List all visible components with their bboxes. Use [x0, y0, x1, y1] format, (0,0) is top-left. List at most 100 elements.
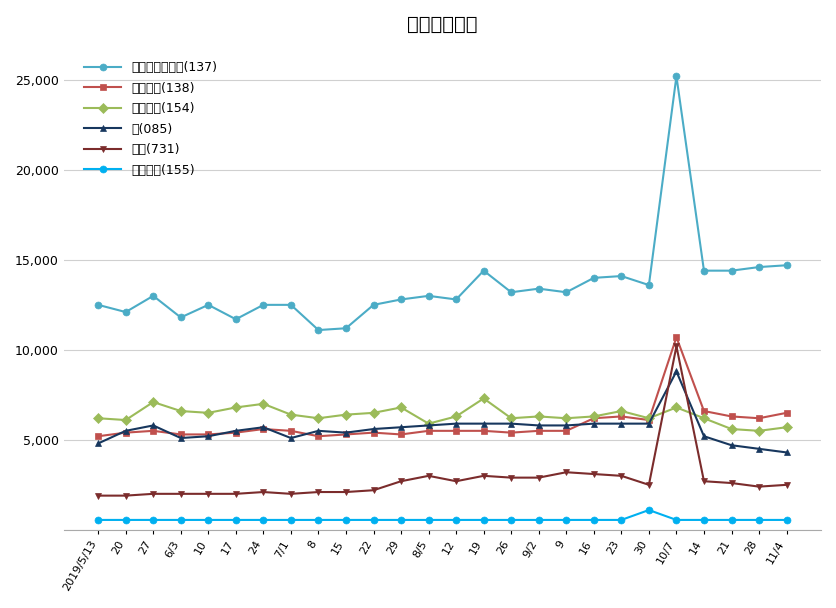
電池(731) [176, 490, 186, 497]
電池(731) [616, 472, 626, 480]
水(085) [782, 449, 792, 456]
畜肉缶詰(155) [396, 516, 406, 523]
即席カップめん(137) [699, 267, 709, 274]
水(085) [231, 427, 241, 435]
畜肉缶詰(155) [782, 516, 792, 523]
即席食品(138) [203, 431, 213, 438]
電池(731) [369, 486, 379, 494]
水(085) [314, 427, 324, 435]
Title: 販売動向比較: 販売動向比較 [407, 15, 477, 34]
水産缶詰(154) [671, 404, 681, 411]
水(085) [616, 420, 626, 427]
電池(731) [561, 469, 571, 476]
即席食品(138) [341, 431, 351, 438]
畜肉缶詰(155) [369, 516, 379, 523]
畜肉缶詰(155) [341, 516, 351, 523]
即席食品(138) [644, 416, 654, 424]
水産缶詰(154) [258, 400, 268, 407]
畜肉缶詰(155) [148, 516, 158, 523]
水(085) [286, 434, 296, 441]
電池(731) [506, 474, 516, 482]
畜肉缶詰(155) [479, 516, 489, 523]
電池(731) [589, 471, 599, 478]
水(085) [341, 429, 351, 437]
即席カップめん(137) [616, 272, 626, 280]
即席食品(138) [451, 427, 461, 435]
水(085) [203, 432, 213, 440]
畜肉缶詰(155) [533, 516, 543, 523]
電池(731) [231, 490, 241, 497]
即席食品(138) [258, 426, 268, 433]
即席カップめん(137) [396, 296, 406, 303]
即席食品(138) [148, 427, 158, 435]
水(085) [148, 422, 158, 429]
水産缶詰(154) [726, 426, 737, 433]
即席食品(138) [286, 427, 296, 435]
水(085) [369, 426, 379, 433]
水産缶詰(154) [616, 407, 626, 415]
即席食品(138) [726, 413, 737, 420]
畜肉缶詰(155) [506, 516, 516, 523]
即席カップめん(137) [589, 274, 599, 282]
即席食品(138) [424, 427, 434, 435]
即席カップめん(137) [258, 301, 268, 308]
水(085) [93, 440, 103, 447]
水(085) [506, 420, 516, 427]
即席カップめん(137) [561, 289, 571, 296]
電池(731) [314, 488, 324, 496]
電池(731) [671, 342, 681, 350]
Line: 即席カップめん(137): 即席カップめん(137) [94, 73, 790, 334]
水産缶詰(154) [754, 427, 764, 435]
水産缶詰(154) [396, 404, 406, 411]
水産缶詰(154) [644, 415, 654, 422]
即席カップめん(137) [231, 316, 241, 323]
水産缶詰(154) [506, 415, 516, 422]
畜肉缶詰(155) [203, 516, 213, 523]
水産缶詰(154) [120, 416, 130, 424]
水産缶詰(154) [699, 415, 709, 422]
水産缶詰(154) [286, 411, 296, 418]
即席食品(138) [479, 427, 489, 435]
水産缶詰(154) [561, 415, 571, 422]
電池(731) [479, 472, 489, 480]
電池(731) [148, 490, 158, 497]
水(085) [644, 420, 654, 427]
電池(731) [451, 477, 461, 485]
水産缶詰(154) [533, 413, 543, 420]
電池(731) [533, 474, 543, 482]
畜肉缶詰(155) [726, 516, 737, 523]
電池(731) [699, 477, 709, 485]
即席食品(138) [533, 427, 543, 435]
即席カップめん(137) [644, 282, 654, 289]
即席食品(138) [754, 415, 764, 422]
即席カップめん(137) [424, 292, 434, 300]
水(085) [424, 422, 434, 429]
電池(731) [396, 477, 406, 485]
畜肉缶詰(155) [120, 516, 130, 523]
水産缶詰(154) [424, 420, 434, 427]
水(085) [671, 368, 681, 375]
即席食品(138) [671, 334, 681, 341]
即席カップめん(137) [341, 325, 351, 332]
即席カップめん(137) [451, 296, 461, 303]
電池(731) [644, 481, 654, 488]
水産缶詰(154) [589, 413, 599, 420]
即席食品(138) [369, 429, 379, 437]
即席カップめん(137) [203, 301, 213, 308]
Legend: 即席カップめん(137), 即席食品(138), 水産缶詰(154), 水(085), 電池(731), 畜肉缶詰(155): 即席カップめん(137), 即席食品(138), 水産缶詰(154), 水(08… [78, 55, 223, 183]
電池(731) [754, 483, 764, 490]
水(085) [258, 424, 268, 431]
即席食品(138) [561, 427, 571, 435]
即席カップめん(137) [176, 314, 186, 321]
畜肉缶詰(155) [699, 516, 709, 523]
即席食品(138) [396, 431, 406, 438]
即席カップめん(137) [533, 285, 543, 292]
電池(731) [424, 472, 434, 480]
Line: 水産缶詰(154): 水産缶詰(154) [94, 395, 790, 434]
即席カップめん(137) [479, 267, 489, 274]
電池(731) [341, 488, 351, 496]
畜肉缶詰(155) [314, 516, 324, 523]
畜肉缶詰(155) [424, 516, 434, 523]
電池(731) [93, 492, 103, 499]
水産缶詰(154) [93, 415, 103, 422]
